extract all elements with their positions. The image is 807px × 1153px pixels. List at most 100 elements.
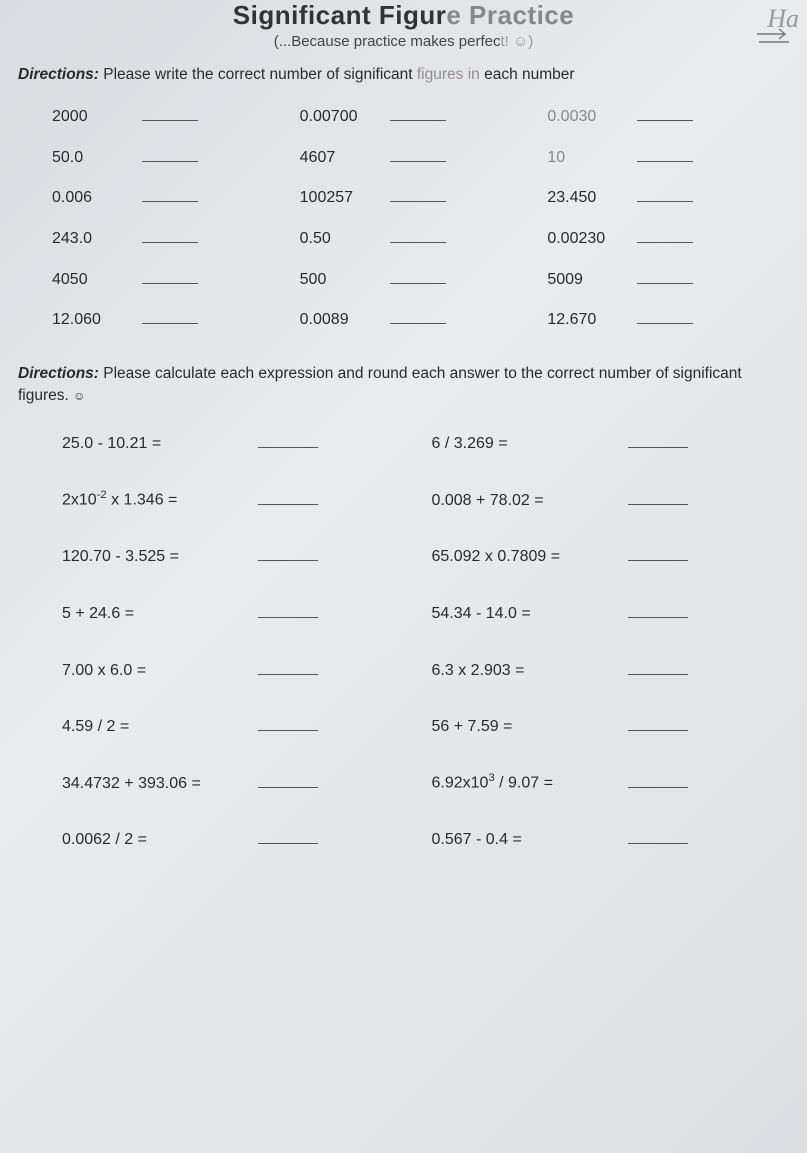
sigfig-item: 500 [300, 266, 518, 289]
sigfig-item: 5009 [547, 266, 765, 289]
subtitle-faded: t! ☺) [500, 33, 533, 50]
sigfig-number: 4050 [52, 271, 124, 289]
answer-blank[interactable] [258, 770, 318, 788]
sigfig-item: 10 [547, 144, 765, 167]
smiley-icon: ☺ [73, 389, 85, 403]
sigfig-number: 0.006 [52, 189, 124, 207]
answer-blank[interactable] [637, 104, 693, 122]
sigfig-grid: 2000 0.00700 0.0030 50.0 4607 10 0.006 100257 23… [18, 104, 789, 330]
calc-item: 5 + 24.6 = [62, 600, 402, 623]
sigfig-item: 0.006 [52, 185, 270, 208]
answer-blank[interactable] [637, 225, 693, 243]
answer-blank[interactable] [628, 431, 688, 449]
answer-blank[interactable] [637, 266, 693, 284]
sigfig-item: 0.0030 [547, 104, 765, 127]
answer-blank[interactable] [142, 307, 198, 325]
calc-item: 0.0062 / 2 = [62, 827, 402, 850]
page-title: Significant Figure Practice [18, 0, 789, 31]
page-subtitle: (...Because practice makes perfect! ☺) [18, 33, 789, 50]
sigfig-item: 50.0 [52, 144, 270, 167]
answer-blank[interactable] [637, 185, 693, 203]
directions-label-2: Directions: [18, 365, 99, 382]
answer-blank[interactable] [142, 225, 198, 243]
answer-blank[interactable] [142, 144, 198, 162]
sigfig-item: 23.450 [547, 185, 765, 208]
sigfig-number: 500 [300, 271, 372, 289]
calc-item: 25.0 - 10.21 = [62, 431, 402, 454]
sigfig-number: 0.0030 [547, 108, 619, 126]
sigfig-number: 5009 [547, 271, 619, 289]
sigfig-item: 12.670 [547, 307, 765, 330]
calc-expression: 2x10-2 x 1.346 = [62, 489, 242, 509]
directions-text-2: Please calculate each expression and rou… [18, 365, 742, 404]
answer-blank[interactable] [258, 431, 318, 449]
directions-text-post: each number [480, 66, 575, 83]
sigfig-item: 2000 [52, 104, 270, 127]
subtitle-main: (...Because practice makes perfec [274, 33, 501, 50]
calc-item: 34.4732 + 393.06 = [62, 770, 402, 793]
calc-grid: 25.0 - 10.21 =6 / 3.269 =2x10-2 x 1.346 … [18, 431, 789, 850]
sigfig-number: 0.00230 [547, 230, 619, 248]
calc-expression: 0.567 - 0.4 = [432, 831, 612, 849]
sigfig-number: 0.0089 [300, 311, 372, 329]
sigfig-item: 100257 [300, 185, 518, 208]
answer-blank[interactable] [258, 487, 318, 505]
calc-expression: 54.34 - 14.0 = [432, 605, 612, 623]
calc-expression: 6.92x103 / 9.07 = [432, 772, 612, 792]
sigfig-number: 2000 [52, 108, 124, 126]
sigfig-item: 0.0089 [300, 307, 518, 330]
calc-expression: 5 + 24.6 = [62, 605, 242, 623]
answer-blank[interactable] [258, 544, 318, 562]
sigfig-number: 4607 [300, 149, 372, 167]
calc-item: 120.70 - 3.525 = [62, 544, 402, 567]
answer-blank[interactable] [390, 185, 446, 203]
section1-directions: Directions: Please write the correct num… [18, 64, 789, 86]
calc-expression: 25.0 - 10.21 = [62, 435, 242, 453]
sigfig-number: 0.00700 [300, 108, 372, 126]
answer-blank[interactable] [637, 307, 693, 325]
answer-blank[interactable] [258, 600, 318, 618]
sigfig-number: 0.50 [300, 230, 372, 248]
sigfig-item: 243.0 [52, 225, 270, 248]
calc-expression: 7.00 x 6.0 = [62, 662, 242, 680]
answer-blank[interactable] [628, 714, 688, 732]
calc-expression: 56 + 7.59 = [432, 718, 612, 736]
calc-item: 4.59 / 2 = [62, 714, 402, 737]
directions-text-pre: Please write the correct number of signi… [99, 66, 417, 83]
answer-blank[interactable] [390, 307, 446, 325]
calc-expression: 34.4732 + 393.06 = [62, 775, 242, 793]
calc-item: 56 + 7.59 = [432, 714, 772, 737]
calc-expression: 4.59 / 2 = [62, 718, 242, 736]
header: Significant Figure Practice (...Because … [18, 0, 789, 50]
sigfig-item: 0.00700 [300, 104, 518, 127]
answer-blank[interactable] [628, 487, 688, 505]
sigfig-number: 243.0 [52, 230, 124, 248]
answer-blank[interactable] [258, 714, 318, 732]
sigfig-number: 23.450 [547, 189, 619, 207]
sigfig-number: 12.670 [547, 311, 619, 329]
calc-expression: 0.0062 / 2 = [62, 831, 242, 849]
answer-blank[interactable] [142, 266, 198, 284]
answer-blank[interactable] [628, 827, 688, 845]
calc-expression: 6.3 x 2.903 = [432, 662, 612, 680]
answer-blank[interactable] [390, 144, 446, 162]
answer-blank[interactable] [258, 657, 318, 675]
answer-blank[interactable] [628, 770, 688, 788]
calc-item: 54.34 - 14.0 = [432, 600, 772, 623]
sigfig-number: 50.0 [52, 149, 124, 167]
calc-item: 6.92x103 / 9.07 = [432, 770, 772, 793]
answer-blank[interactable] [628, 657, 688, 675]
answer-blank[interactable] [142, 104, 198, 122]
answer-blank[interactable] [628, 600, 688, 618]
sigfig-number: 12.060 [52, 311, 124, 329]
sigfig-item: 4607 [300, 144, 518, 167]
answer-blank[interactable] [258, 827, 318, 845]
answer-blank[interactable] [390, 225, 446, 243]
answer-blank[interactable] [142, 185, 198, 203]
answer-blank[interactable] [637, 144, 693, 162]
title-faded: e Practice [446, 0, 574, 30]
answer-blank[interactable] [390, 266, 446, 284]
answer-blank[interactable] [628, 544, 688, 562]
calc-item: 0.567 - 0.4 = [432, 827, 772, 850]
answer-blank[interactable] [390, 104, 446, 122]
